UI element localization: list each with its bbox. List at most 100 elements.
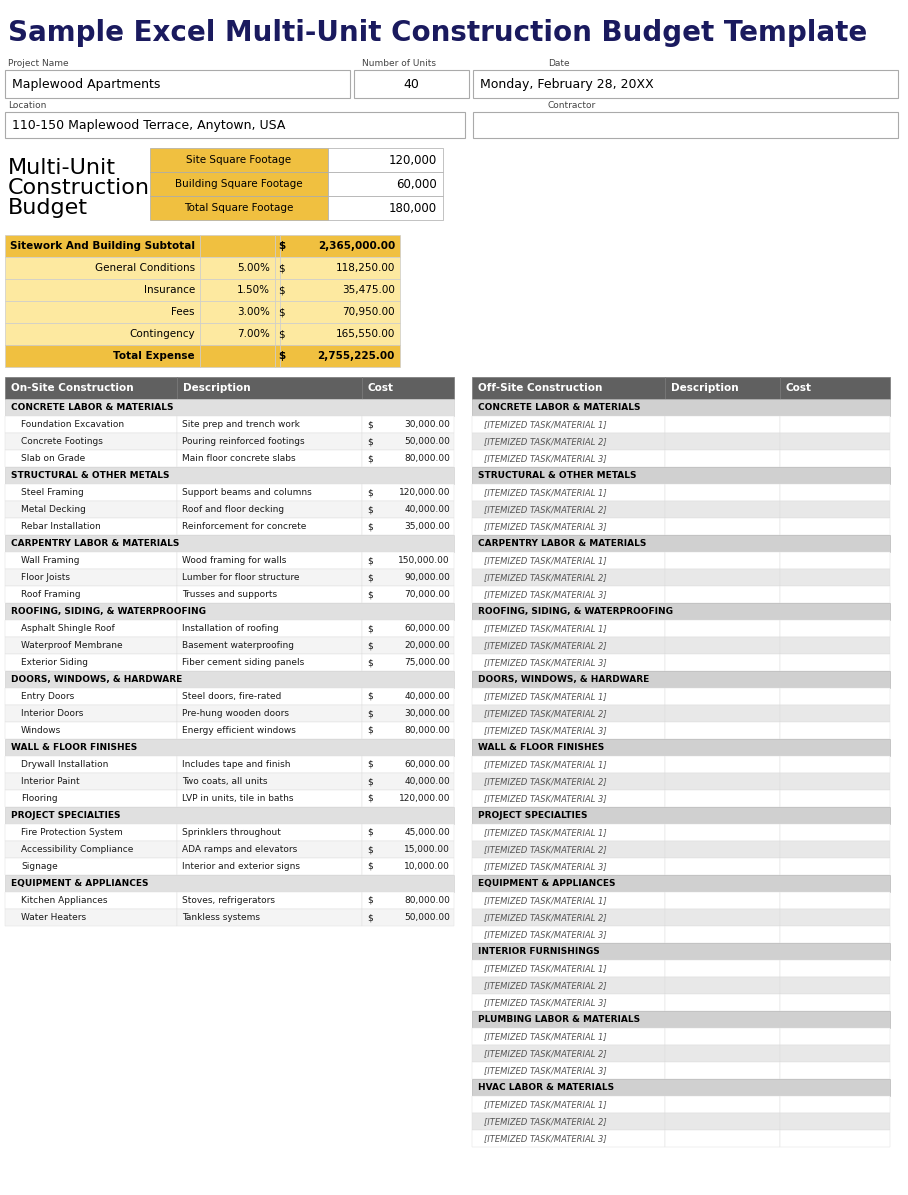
Bar xyxy=(177,517,362,535)
Text: Fees: Fees xyxy=(172,307,195,317)
Bar xyxy=(275,323,280,345)
Text: Date: Date xyxy=(548,59,569,67)
Bar xyxy=(780,569,890,586)
Bar xyxy=(280,345,400,367)
Text: Description: Description xyxy=(671,384,738,393)
Bar xyxy=(472,517,665,535)
Bar xyxy=(5,323,200,345)
Text: Signage: Signage xyxy=(21,862,58,871)
Bar xyxy=(665,451,780,467)
Text: $: $ xyxy=(367,590,373,599)
Text: [ITEMIZED TASK/MATERIAL 1]: [ITEMIZED TASK/MATERIAL 1] xyxy=(484,692,607,701)
Text: Cost: Cost xyxy=(786,384,812,393)
Text: [ITEMIZED TASK/MATERIAL 3]: [ITEMIZED TASK/MATERIAL 3] xyxy=(484,793,607,803)
Bar xyxy=(5,112,465,137)
Bar xyxy=(472,960,665,978)
Text: 3.00%: 3.00% xyxy=(237,307,270,317)
Text: Includes tape and finish: Includes tape and finish xyxy=(182,760,291,770)
Bar xyxy=(275,257,280,278)
Bar xyxy=(472,858,665,875)
Text: 120,000.00: 120,000.00 xyxy=(399,793,450,803)
Bar xyxy=(5,235,200,257)
Bar xyxy=(472,637,665,654)
Bar xyxy=(665,688,780,705)
Text: [ITEMIZED TASK/MATERIAL 3]: [ITEMIZED TASK/MATERIAL 3] xyxy=(484,998,607,1007)
Text: [ITEMIZED TASK/MATERIAL 3]: [ITEMIZED TASK/MATERIAL 3] xyxy=(484,522,607,531)
Text: On-Site Construction: On-Site Construction xyxy=(11,384,133,393)
Text: Entry Doors: Entry Doors xyxy=(21,692,74,701)
Bar xyxy=(780,376,890,399)
Text: ROOFING, SIDING, & WATERPROOFING: ROOFING, SIDING, & WATERPROOFING xyxy=(478,607,673,615)
Bar xyxy=(177,416,362,433)
Bar xyxy=(5,399,454,416)
Bar xyxy=(362,773,454,790)
Bar xyxy=(472,501,665,517)
Bar xyxy=(5,722,177,739)
Text: $: $ xyxy=(278,284,284,295)
Text: [ITEMIZED TASK/MATERIAL 2]: [ITEMIZED TASK/MATERIAL 2] xyxy=(484,845,607,854)
Text: Project Name: Project Name xyxy=(8,59,69,67)
Bar xyxy=(780,1028,890,1044)
Bar xyxy=(177,756,362,773)
Bar xyxy=(362,433,454,451)
Text: [ITEMIZED TASK/MATERIAL 3]: [ITEMIZED TASK/MATERIAL 3] xyxy=(484,930,607,939)
Bar xyxy=(5,467,454,484)
Bar xyxy=(5,790,177,807)
Bar xyxy=(5,301,200,323)
Bar xyxy=(472,1062,665,1079)
Text: Energy efficient windows: Energy efficient windows xyxy=(182,727,296,735)
Text: 150,000.00: 150,000.00 xyxy=(399,556,450,565)
Text: [ITEMIZED TASK/MATERIAL 2]: [ITEMIZED TASK/MATERIAL 2] xyxy=(484,572,607,582)
Text: Basement waterproofing: Basement waterproofing xyxy=(182,641,294,650)
Bar xyxy=(472,399,890,416)
Text: [ITEMIZED TASK/MATERIAL 3]: [ITEMIZED TASK/MATERIAL 3] xyxy=(484,658,607,667)
Text: 1.50%: 1.50% xyxy=(237,284,270,295)
Bar xyxy=(665,654,780,672)
Bar xyxy=(362,722,454,739)
Bar xyxy=(472,620,665,637)
Bar xyxy=(5,825,177,841)
Bar xyxy=(780,773,890,790)
Bar xyxy=(5,501,177,517)
Text: $: $ xyxy=(367,437,373,446)
Bar xyxy=(665,552,780,569)
Text: Insurance: Insurance xyxy=(143,284,195,295)
Bar xyxy=(177,909,362,926)
Text: 20,000.00: 20,000.00 xyxy=(404,641,450,650)
Bar xyxy=(5,637,177,654)
Bar xyxy=(472,739,890,756)
Bar xyxy=(5,433,177,451)
Bar xyxy=(780,451,890,467)
Bar xyxy=(362,501,454,517)
Bar xyxy=(5,705,177,722)
Bar xyxy=(362,416,454,433)
Bar xyxy=(665,501,780,517)
Text: 75,000.00: 75,000.00 xyxy=(404,658,450,667)
Bar xyxy=(780,891,890,909)
Text: Drywall Installation: Drywall Installation xyxy=(21,760,108,770)
Bar xyxy=(275,301,280,323)
Bar xyxy=(362,909,454,926)
Text: Budget: Budget xyxy=(8,198,88,217)
Text: Tankless systems: Tankless systems xyxy=(182,913,260,923)
Bar xyxy=(665,926,780,943)
Text: Multi-Unit: Multi-Unit xyxy=(8,158,116,178)
Bar xyxy=(280,235,400,257)
Bar xyxy=(362,688,454,705)
Text: $: $ xyxy=(278,329,284,339)
Text: 120,000: 120,000 xyxy=(389,153,437,166)
Bar xyxy=(472,807,890,825)
Bar xyxy=(780,1062,890,1079)
Text: $: $ xyxy=(367,505,373,514)
Bar xyxy=(472,654,665,672)
Text: Wood framing for walls: Wood framing for walls xyxy=(182,556,286,565)
Text: [ITEMIZED TASK/MATERIAL 3]: [ITEMIZED TASK/MATERIAL 3] xyxy=(484,590,607,599)
Bar xyxy=(5,345,200,367)
Text: 90,000.00: 90,000.00 xyxy=(404,572,450,582)
Text: Maplewood Apartments: Maplewood Apartments xyxy=(12,78,161,91)
Text: Total Square Footage: Total Square Footage xyxy=(184,203,293,213)
Text: $: $ xyxy=(367,793,373,803)
Bar xyxy=(5,484,177,501)
Bar xyxy=(362,756,454,773)
Bar xyxy=(177,654,362,672)
